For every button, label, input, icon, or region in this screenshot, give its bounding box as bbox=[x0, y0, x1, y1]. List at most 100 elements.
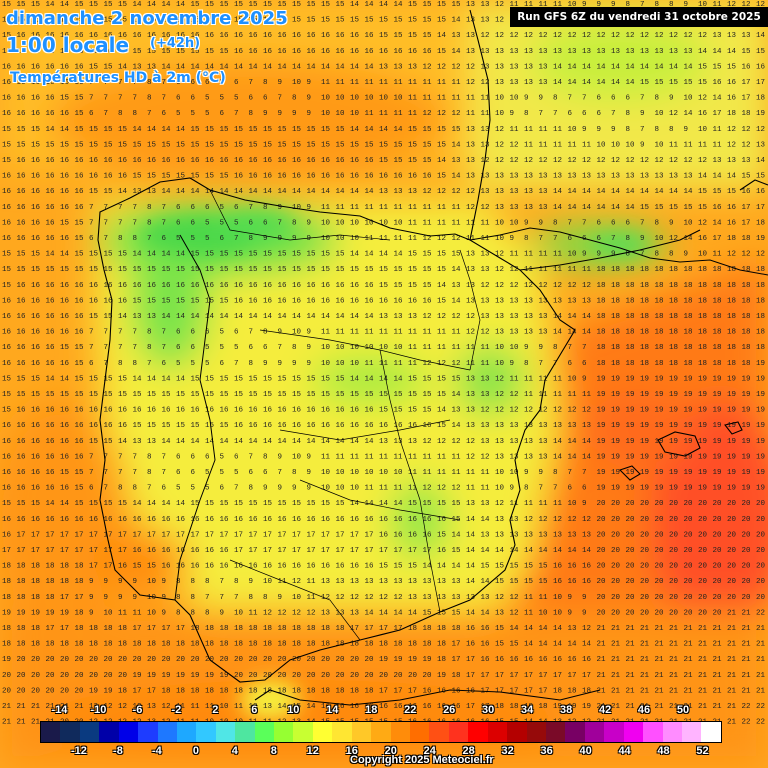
svg-text:7: 7 bbox=[104, 329, 109, 337]
svg-text:16: 16 bbox=[698, 235, 708, 243]
svg-text:13: 13 bbox=[568, 422, 578, 430]
svg-text:12: 12 bbox=[582, 516, 591, 524]
svg-text:9: 9 bbox=[292, 360, 297, 368]
svg-text:21: 21 bbox=[684, 625, 694, 633]
svg-text:15: 15 bbox=[46, 141, 56, 149]
svg-text:11: 11 bbox=[394, 453, 404, 461]
legend-label: 12 bbox=[307, 745, 319, 757]
svg-text:16: 16 bbox=[2, 313, 12, 321]
svg-text:15: 15 bbox=[452, 126, 462, 134]
svg-text:14: 14 bbox=[568, 204, 578, 212]
svg-text:21: 21 bbox=[2, 719, 12, 727]
svg-text:18: 18 bbox=[437, 641, 446, 649]
svg-text:11: 11 bbox=[394, 79, 404, 87]
svg-text:9: 9 bbox=[524, 344, 529, 352]
svg-text:12: 12 bbox=[756, 251, 765, 259]
svg-text:18: 18 bbox=[423, 641, 432, 649]
svg-text:10: 10 bbox=[336, 360, 346, 368]
svg-text:15: 15 bbox=[350, 391, 360, 399]
svg-text:19: 19 bbox=[640, 407, 649, 415]
svg-text:15: 15 bbox=[133, 266, 143, 274]
svg-text:20: 20 bbox=[191, 656, 201, 664]
svg-text:15: 15 bbox=[336, 266, 346, 274]
svg-text:11: 11 bbox=[365, 110, 375, 118]
svg-text:18: 18 bbox=[713, 344, 722, 352]
svg-text:12: 12 bbox=[539, 157, 548, 165]
svg-text:16: 16 bbox=[2, 438, 12, 446]
svg-text:13: 13 bbox=[727, 32, 737, 40]
svg-text:20: 20 bbox=[278, 656, 288, 664]
svg-text:15: 15 bbox=[191, 1, 201, 9]
svg-text:16: 16 bbox=[350, 282, 360, 290]
svg-text:12: 12 bbox=[481, 282, 490, 290]
svg-text:11: 11 bbox=[524, 266, 534, 274]
svg-text:15: 15 bbox=[423, 407, 433, 415]
svg-text:16: 16 bbox=[104, 48, 114, 56]
svg-text:13: 13 bbox=[466, 126, 476, 134]
legend-swatch bbox=[701, 722, 721, 742]
svg-text:6: 6 bbox=[162, 110, 167, 118]
svg-text:8: 8 bbox=[191, 578, 196, 586]
svg-text:9: 9 bbox=[640, 235, 645, 243]
svg-text:17: 17 bbox=[742, 219, 751, 227]
svg-text:12: 12 bbox=[452, 110, 461, 118]
svg-text:19: 19 bbox=[727, 438, 736, 446]
svg-text:9: 9 bbox=[582, 594, 587, 602]
svg-text:18: 18 bbox=[263, 641, 272, 649]
svg-text:15: 15 bbox=[321, 251, 331, 259]
svg-text:15: 15 bbox=[408, 500, 418, 508]
svg-text:14: 14 bbox=[263, 313, 273, 321]
svg-text:21: 21 bbox=[597, 641, 607, 649]
svg-text:21: 21 bbox=[611, 641, 621, 649]
svg-text:20: 20 bbox=[640, 578, 650, 586]
svg-text:18: 18 bbox=[756, 219, 765, 227]
svg-text:10: 10 bbox=[336, 235, 346, 243]
svg-text:8: 8 bbox=[263, 594, 268, 602]
svg-text:16: 16 bbox=[75, 204, 85, 212]
svg-text:12: 12 bbox=[292, 578, 301, 586]
svg-text:18: 18 bbox=[75, 625, 84, 633]
svg-text:17: 17 bbox=[321, 547, 330, 555]
svg-text:18: 18 bbox=[756, 344, 765, 352]
svg-text:18: 18 bbox=[524, 703, 533, 711]
svg-text:15: 15 bbox=[2, 32, 12, 40]
svg-text:6: 6 bbox=[162, 360, 167, 368]
svg-text:21: 21 bbox=[2, 703, 12, 711]
svg-text:18: 18 bbox=[742, 110, 751, 118]
svg-text:21: 21 bbox=[640, 672, 650, 680]
svg-text:18: 18 bbox=[611, 282, 620, 290]
svg-text:9: 9 bbox=[597, 126, 602, 134]
svg-text:14: 14 bbox=[336, 313, 346, 321]
svg-text:5: 5 bbox=[191, 360, 196, 368]
svg-text:20: 20 bbox=[698, 531, 708, 539]
svg-text:7: 7 bbox=[611, 235, 616, 243]
svg-text:17: 17 bbox=[118, 531, 127, 539]
svg-text:16: 16 bbox=[46, 204, 56, 212]
svg-text:10: 10 bbox=[321, 469, 331, 477]
svg-text:15: 15 bbox=[249, 17, 259, 25]
svg-text:16: 16 bbox=[75, 438, 85, 446]
svg-text:19: 19 bbox=[205, 672, 214, 680]
svg-text:15: 15 bbox=[408, 563, 418, 571]
svg-text:11: 11 bbox=[452, 329, 462, 337]
svg-text:15: 15 bbox=[75, 500, 85, 508]
svg-text:16: 16 bbox=[176, 407, 186, 415]
svg-text:16: 16 bbox=[423, 297, 433, 305]
svg-text:19: 19 bbox=[727, 469, 736, 477]
svg-text:14: 14 bbox=[394, 609, 404, 617]
svg-text:12: 12 bbox=[510, 157, 519, 165]
svg-text:20: 20 bbox=[713, 578, 723, 586]
svg-text:20: 20 bbox=[350, 672, 360, 680]
svg-text:17: 17 bbox=[495, 672, 504, 680]
svg-text:15: 15 bbox=[365, 17, 375, 25]
svg-text:19: 19 bbox=[713, 469, 722, 477]
svg-text:11: 11 bbox=[379, 79, 389, 87]
legend-swatch bbox=[584, 722, 605, 742]
svg-text:16: 16 bbox=[336, 32, 346, 40]
svg-text:10: 10 bbox=[336, 469, 346, 477]
svg-text:16: 16 bbox=[2, 79, 12, 87]
svg-text:20: 20 bbox=[597, 578, 607, 586]
svg-text:16: 16 bbox=[742, 63, 752, 71]
svg-text:16: 16 bbox=[408, 703, 418, 711]
svg-text:10: 10 bbox=[379, 95, 389, 103]
